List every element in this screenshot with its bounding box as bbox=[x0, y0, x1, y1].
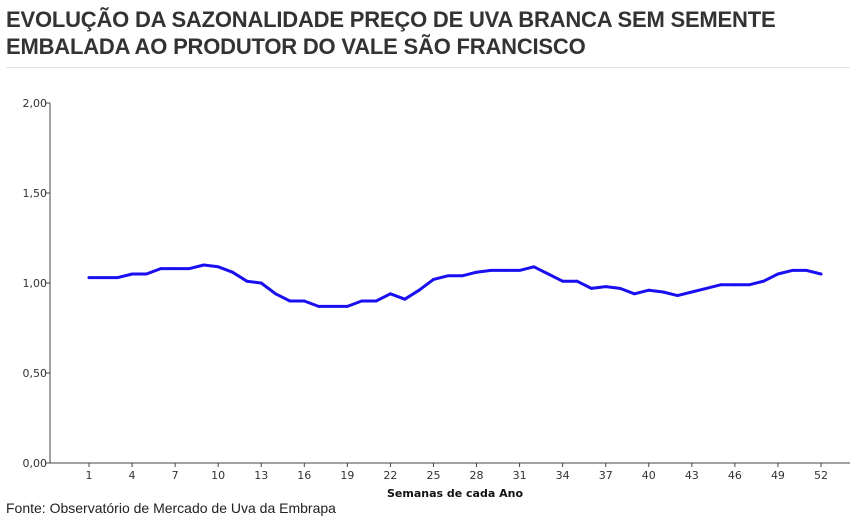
y-tick-label: 1,50 bbox=[23, 187, 48, 200]
data-point bbox=[475, 270, 478, 274]
data-point bbox=[274, 292, 277, 296]
data-point bbox=[288, 299, 292, 303]
data-point bbox=[331, 305, 335, 308]
data-point bbox=[747, 283, 751, 287]
x-tick-label: 28 bbox=[470, 469, 484, 482]
data-point bbox=[575, 279, 579, 283]
data-point bbox=[417, 288, 421, 292]
data-point bbox=[446, 274, 450, 278]
x-tick-label: 7 bbox=[172, 469, 179, 482]
data-point bbox=[604, 285, 608, 288]
data-point bbox=[245, 279, 249, 283]
data-point bbox=[130, 272, 134, 276]
data-point bbox=[561, 279, 565, 283]
x-tick-label: 37 bbox=[599, 469, 613, 482]
data-point bbox=[661, 290, 665, 294]
data-point bbox=[360, 299, 364, 303]
data-point bbox=[317, 305, 321, 308]
data-point bbox=[389, 292, 392, 296]
data-point bbox=[231, 270, 234, 274]
chart-series bbox=[87, 263, 823, 308]
x-axis-title: Semanas de cada Ano bbox=[387, 487, 523, 500]
data-point bbox=[460, 274, 464, 278]
data-point bbox=[676, 294, 679, 297]
data-point bbox=[719, 283, 722, 287]
chart-title: EVOLUÇÃO DA SAZONALIDADE PREÇO DE UVA BR… bbox=[6, 6, 836, 60]
x-tick-label: 40 bbox=[642, 469, 656, 482]
data-point bbox=[145, 272, 148, 276]
x-tick-label: 34 bbox=[556, 469, 570, 482]
source-note: Fonte: Observatório de Mercado de Uva da… bbox=[6, 500, 336, 516]
data-point bbox=[503, 269, 507, 272]
data-point bbox=[403, 297, 407, 301]
data-point bbox=[116, 276, 120, 279]
x-tick-label: 13 bbox=[254, 469, 268, 482]
x-tick-label: 19 bbox=[340, 469, 354, 482]
x-tick-label: 22 bbox=[383, 469, 397, 482]
data-point bbox=[345, 305, 349, 308]
x-tick-label: 4 bbox=[129, 469, 136, 482]
x-tick-label: 46 bbox=[728, 469, 742, 482]
data-point bbox=[618, 287, 622, 290]
data-point bbox=[589, 287, 593, 290]
x-tick-label: 52 bbox=[814, 469, 828, 482]
data-point bbox=[432, 278, 435, 281]
title-divider bbox=[6, 67, 850, 68]
y-tick-label: 0,00 bbox=[23, 457, 48, 470]
data-point bbox=[489, 269, 493, 272]
data-point bbox=[762, 279, 765, 283]
chart-title-line-2: EMBALADA AO PRODUTOR DO VALE SÃO FRANCIS… bbox=[6, 34, 586, 59]
chart-title-line-1: EVOLUÇÃO DA SAZONALIDADE PREÇO DE UVA BR… bbox=[6, 7, 776, 32]
data-point bbox=[790, 269, 794, 272]
x-tick-label: 16 bbox=[297, 469, 311, 482]
data-point bbox=[101, 276, 105, 279]
data-point bbox=[374, 299, 378, 303]
chart-axes bbox=[49, 103, 850, 464]
x-tick-label: 25 bbox=[426, 469, 440, 482]
data-point bbox=[518, 269, 521, 272]
data-point bbox=[259, 281, 263, 285]
data-point bbox=[202, 263, 206, 267]
data-point bbox=[733, 283, 737, 287]
data-point bbox=[302, 299, 306, 303]
data-point bbox=[546, 272, 550, 276]
y-tick-label: 0,50 bbox=[23, 367, 48, 380]
data-point bbox=[647, 288, 651, 292]
chart-ticks: 0,00 0,50 1,00 1,50 2,00 1 4 7 10 13 16 19 22 25 28 31 3… bbox=[23, 97, 829, 482]
data-point bbox=[690, 290, 694, 294]
x-tick-label: 31 bbox=[513, 469, 527, 482]
data-point bbox=[173, 267, 177, 270]
data-point bbox=[776, 272, 780, 276]
series-line bbox=[87, 263, 823, 308]
x-tick-label: 43 bbox=[685, 469, 699, 482]
data-point bbox=[216, 265, 220, 269]
y-tick-label: 1,00 bbox=[23, 277, 48, 290]
data-point bbox=[188, 267, 191, 270]
data-point bbox=[633, 292, 636, 296]
x-tick-label: 49 bbox=[771, 469, 785, 482]
data-point bbox=[704, 287, 708, 290]
data-point bbox=[159, 267, 163, 270]
data-point bbox=[87, 276, 91, 279]
data-point bbox=[805, 269, 809, 272]
x-tick-label: 10 bbox=[211, 469, 225, 482]
data-point bbox=[532, 265, 536, 269]
x-tick-label: 1 bbox=[86, 469, 93, 482]
y-tick-label: 2,00 bbox=[23, 97, 48, 110]
data-point bbox=[819, 272, 823, 276]
